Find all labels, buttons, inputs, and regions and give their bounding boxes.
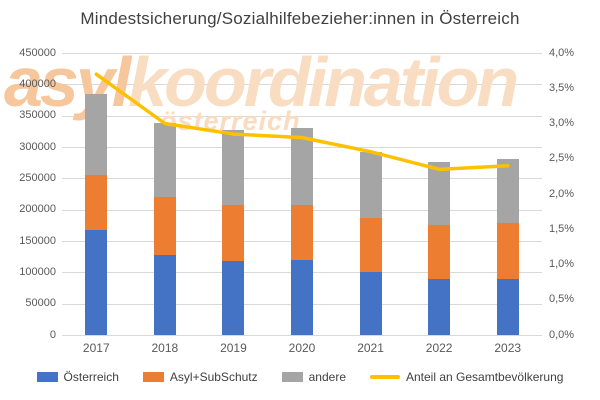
bar-segment-oesterreich <box>428 279 451 335</box>
gridline <box>62 335 542 336</box>
legend-swatch-oesterreich <box>36 372 58 382</box>
bar-segment-andere <box>222 130 245 205</box>
bar-segment-asyl-subschutz <box>222 204 245 262</box>
y-axis-tick-right: 2,0% <box>549 187 575 200</box>
bar-segment-oesterreich <box>222 261 245 335</box>
y-axis-tick-left: 300000 <box>19 140 56 153</box>
bar-segment-oesterreich <box>153 254 176 335</box>
legend-item-andere: andere <box>281 370 346 384</box>
bar-segment-asyl-subschutz <box>85 175 108 231</box>
gridline <box>62 53 542 54</box>
legend-item-oesterreich: Österreich <box>36 370 119 384</box>
bar-segment-asyl-subschutz <box>428 224 451 280</box>
bar-segment-oesterreich <box>496 278 519 335</box>
bar-segment-oesterreich <box>359 271 382 335</box>
y-axis-tick-right: 1,5% <box>549 222 575 235</box>
x-axis-label: 2019 <box>220 341 247 355</box>
bar-segment-asyl-subschutz <box>153 197 176 255</box>
chart-title: Mindestsicherung/Sozialhilfebezieher:inn… <box>80 9 520 28</box>
bar-segment-andere <box>291 127 313 206</box>
y-axis-tick-left: 350000 <box>19 109 56 122</box>
x-axis-label: 2020 <box>288 341 316 355</box>
bar-segment-andere <box>496 158 519 223</box>
bar-segment-asyl-subschutz <box>291 205 313 261</box>
y-axis-tick-right: 3,5% <box>549 81 575 94</box>
legend-label: andere <box>308 370 346 384</box>
y-axis-tick-left: 50000 <box>25 297 56 310</box>
legend-label: Anteil an Gesamtbevölkerung <box>406 370 564 384</box>
y-axis-tick-right: 0,5% <box>549 293 575 306</box>
x-axis-label: 2021 <box>357 341 384 355</box>
y-axis-tick-left: 250000 <box>19 171 56 184</box>
bar-segment-asyl-subschutz <box>496 222 519 279</box>
bar-segment-andere <box>85 93 108 176</box>
watermark-rest-text: koordination <box>128 43 519 121</box>
line-anteil-an-gesamtbevoelkerung <box>94 72 510 172</box>
y-axis-tick-right: 4,0% <box>549 46 575 59</box>
bar-segment-andere <box>428 162 451 225</box>
gridline <box>62 115 542 117</box>
y-axis-tick-right: 3,0% <box>549 117 575 129</box>
bar-segment-andere <box>359 152 382 219</box>
y-axis-tick-left: 0 <box>49 328 56 341</box>
y-axis-tick-right: 2,5% <box>549 152 575 165</box>
gridline <box>62 84 542 86</box>
legend-swatch-asyl-subschutz <box>142 372 164 382</box>
y-axis-tick-left: 200000 <box>19 203 56 216</box>
bar-segment-oesterreich <box>291 260 313 335</box>
y-axis-tick-right: 1,0% <box>549 258 575 270</box>
y-axis-tick-left: 450000 <box>19 46 56 59</box>
y-axis-tick-left: 100000 <box>19 265 56 278</box>
y-axis-tick-left: 150000 <box>19 234 56 247</box>
x-axis-label: 2023 <box>494 341 522 355</box>
watermark-asylkoordination: asylkoordination <box>4 42 600 122</box>
legend-label: Asyl+SubSchutz <box>169 370 258 384</box>
legend: Österreich Asyl+SubSchutz andere Anteil an … <box>0 370 600 384</box>
legend-item-anteil-an-gesamtbevoelkerung: Anteil an Gesamtbevölkerung <box>370 370 563 384</box>
legend-swatch-anteil-an-gesamtbevoelkerung <box>370 375 400 379</box>
x-axis-label: 2018 <box>151 341 179 355</box>
legend-item-asyl-subschutz: Asyl+SubSchutz <box>142 370 258 384</box>
bar-segment-asyl-subschutz <box>359 218 382 272</box>
bar-segment-andere <box>153 122 176 198</box>
y-axis-tick-left: 400000 <box>19 77 56 90</box>
y-axis-tick-right: 0,0% <box>549 328 575 341</box>
legend-swatch-andere <box>281 372 303 382</box>
x-axis-label: 2017 <box>82 341 110 355</box>
x-axis-label: 2022 <box>425 341 453 355</box>
bar-segment-oesterreich <box>85 230 108 335</box>
legend-label: Österreich <box>63 370 119 384</box>
